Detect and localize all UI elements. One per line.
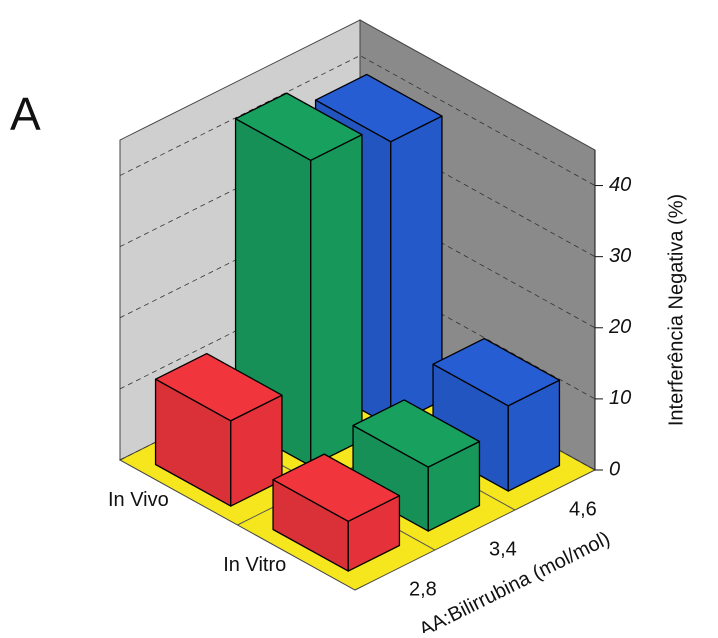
y-tick-label: 20 <box>608 316 631 338</box>
bar <box>154 352 283 507</box>
bar-top <box>272 453 401 522</box>
bar-top <box>314 73 443 143</box>
column-label: 3,4 <box>489 538 517 560</box>
bar-top <box>154 352 283 422</box>
y-tick-label: 10 <box>609 387 631 409</box>
y-axis-label: Interferência Negativa (%) <box>665 194 687 426</box>
panel-label: A <box>10 88 41 140</box>
row-label: In Vivo <box>108 489 169 511</box>
column-label: 2,8 <box>409 578 437 600</box>
row-label: In Vitro <box>223 554 286 576</box>
bar <box>272 453 401 572</box>
y-tick-label: 0 <box>609 458 620 480</box>
bar-top <box>234 92 363 161</box>
bar-top <box>352 399 481 468</box>
bar-top <box>432 337 561 407</box>
column-label: 4,6 <box>569 498 597 520</box>
y-tick-label: 40 <box>609 174 631 196</box>
y-tick-label: 30 <box>609 245 631 267</box>
bar-face <box>310 134 363 467</box>
